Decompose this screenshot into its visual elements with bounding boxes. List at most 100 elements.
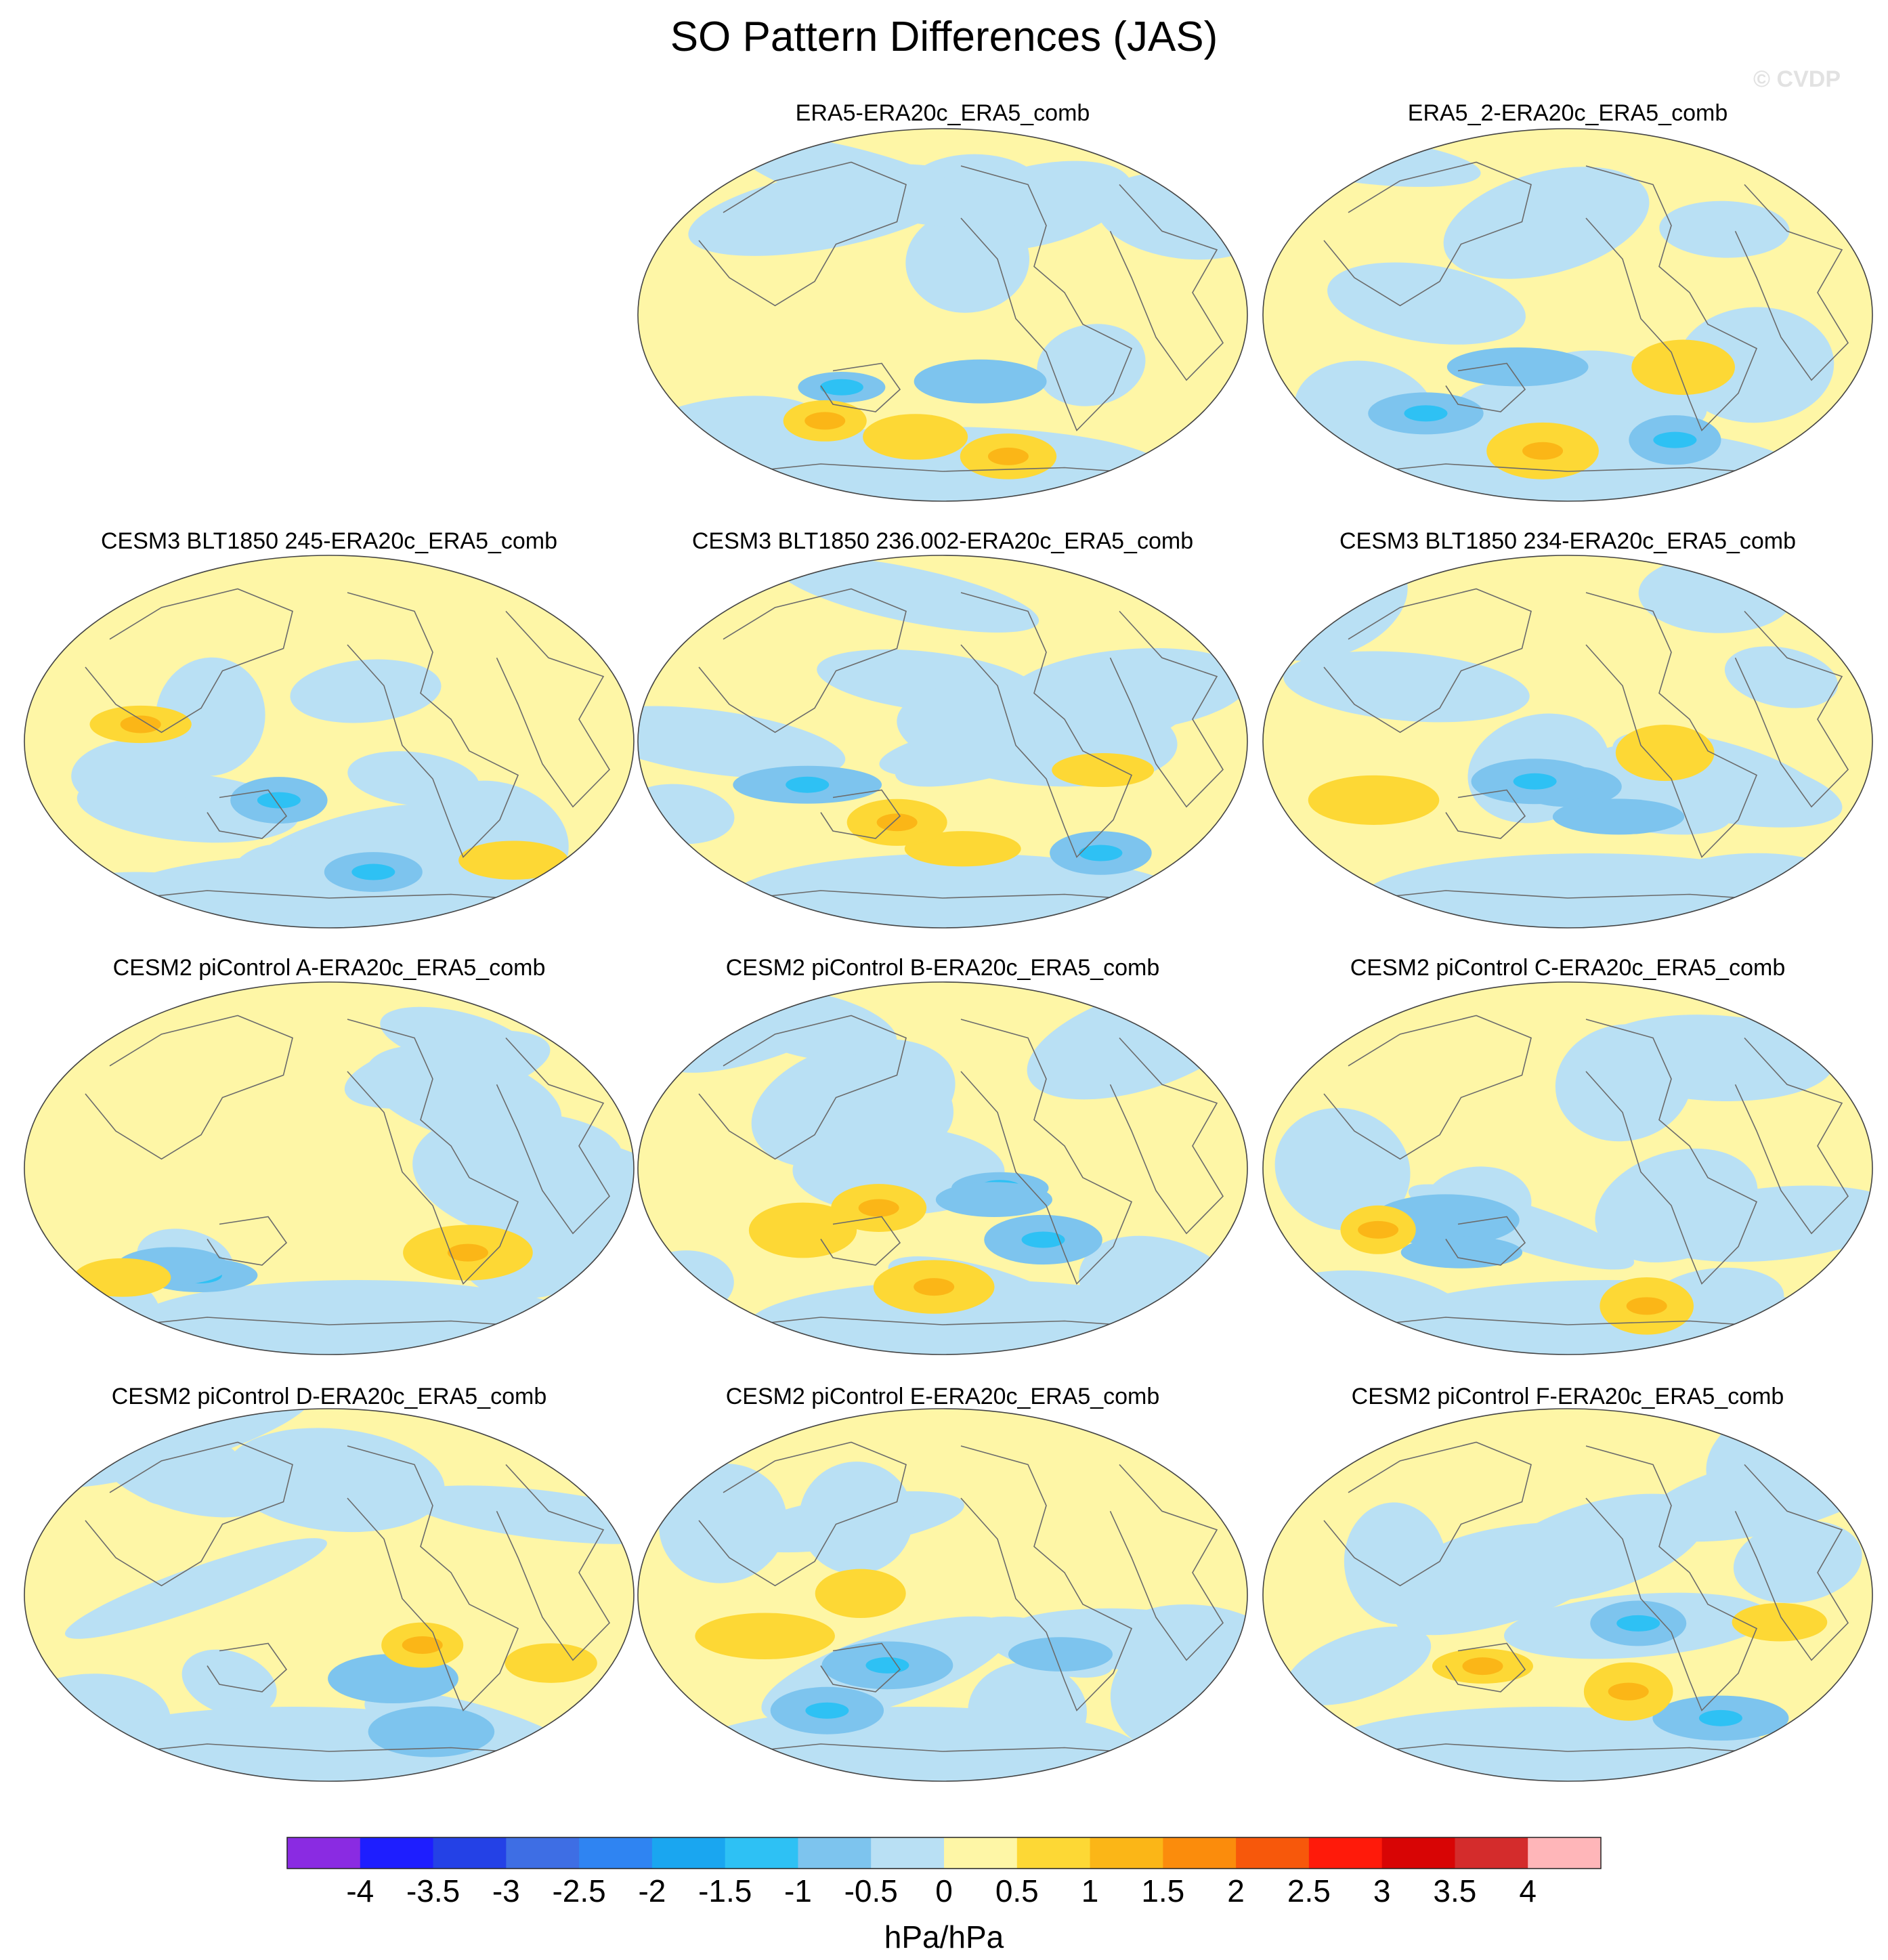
coastline [1109,610,1224,808]
colorbar-tick-label: 2.5 [1287,1873,1331,1909]
panel-title: ERA5-ERA20c_ERA5_comb [796,100,1090,126]
coastline [698,588,907,733]
colorbar-tick-label: -3.5 [406,1873,460,1909]
coastline [1109,184,1224,381]
map-outline [24,1408,635,1782]
colorbar-swatch [725,1837,799,1869]
colorbar-swatch [871,1837,945,1869]
contour-blob [1008,1637,1113,1671]
coastline [1109,1037,1224,1235]
contour-blob [402,1636,443,1654]
map-panel: CESM2 piControl A-ERA20c_ERA5_comb [24,955,635,1355]
contour-blob [819,379,863,396]
colorbar-swatch [579,1837,653,1869]
coastline [207,1642,288,1692]
coastline [1585,1019,1758,1285]
coastline [85,588,293,733]
coastline [347,592,519,858]
contour-blob [1552,798,1685,835]
colorbar: -4 -3.5 -3 -2.5 -2 -1.5 -1 -0.5 0 0.5 1 1.5 2 2.5 3 3.5… [286,1837,1602,1909]
coastline [85,1441,293,1587]
contour-field [1263,129,1872,501]
coastline [1339,890,1797,903]
contour-blob [935,1182,1053,1218]
colorbar-swatch [1163,1837,1237,1869]
coastline [1445,789,1526,839]
colorbar-tick-label: 0.5 [995,1873,1039,1909]
colorbar-tick-label: 2 [1227,1873,1245,1909]
contour-blob [1327,262,1526,345]
panel-title: CESM3 BLT1850 234-ERA20c_ERA5_comb [1339,528,1796,554]
colorbar-tick-label: 3.5 [1433,1873,1476,1909]
coastline [1734,1037,1849,1235]
contour-field [638,1409,1247,1781]
colorbar-tick-label: 0 [935,1873,953,1909]
coastline [347,1019,519,1285]
colorbar-swatch [651,1837,726,1869]
contour-blob [1052,752,1155,788]
colorbar-tick-label: -0.5 [844,1873,898,1909]
contour-blob [1400,1236,1523,1269]
contour-field [638,129,1247,501]
coastline [1339,463,1797,476]
map-outline [637,555,1248,929]
coastline [698,161,907,307]
contour-blob [1344,1502,1447,1624]
map-panel: CESM3 BLT1850 236.002-ERA20c_ERA5_comb [637,528,1248,929]
coastline [1323,588,1532,733]
contour-blob [347,751,479,807]
map-panels: ERA5-ERA20c_ERA5_comb ERA5_2-ERA20c_ERA5_… [24,100,1873,1782]
contour-blob [1358,1220,1399,1239]
panel-title: CESM2 piControl F-ERA20c_ERA5_comb [1352,1384,1784,1409]
contour-blob [120,715,161,733]
contour-blob [257,792,301,809]
contour-blob [458,840,569,880]
contour-blob [695,1613,835,1659]
coastline [820,362,901,412]
colorbar-tick-label: -2.5 [552,1873,605,1909]
panel-title: CESM2 piControl D-ERA20c_ERA5_comb [112,1384,546,1409]
coastline [1734,610,1849,808]
colorbar-swatch [1090,1837,1163,1869]
map-panel: CESM3 BLT1850 245-ERA20c_ERA5_comb [24,528,635,929]
contour-blob [799,1462,914,1575]
coastline [496,1464,611,1661]
contour-blob [1308,775,1440,825]
panel-title: CESM2 piControl A-ERA20c_ERA5_comb [113,955,546,981]
colorbar-swatch [433,1837,507,1869]
coastline [1445,1642,1526,1692]
contour-blob [1615,725,1715,782]
map-outline [637,1408,1248,1782]
coastline [1323,1441,1532,1587]
panel-title: CESM2 piControl B-ERA20c_ERA5_comb [726,955,1160,981]
contour-field [1263,555,1872,928]
map-panel: CESM2 piControl C-ERA20c_ERA5_comb [1262,955,1873,1355]
contour-blob [1733,1520,1862,1603]
coastline [698,1441,907,1587]
contour-blob [1462,1657,1503,1676]
coastline [85,1015,293,1160]
colorbar-swatch [1455,1837,1528,1869]
colorbar-swatch [360,1837,434,1869]
contour-blob [225,1428,445,1533]
contour-blob [1283,651,1530,723]
panel-title: CESM2 piControl C-ERA20c_ERA5_comb [1350,955,1785,981]
coastline [207,1216,288,1266]
contour-blob [447,1243,488,1262]
contour-blob [1404,405,1448,422]
map-outline [1262,555,1873,929]
colorbar-swatch [944,1837,1018,1869]
contour-blob [805,1702,849,1719]
coastline [698,1015,907,1160]
coastline [1339,1317,1797,1329]
coastline [1734,184,1849,381]
contour-field [1263,1409,1872,1781]
contour-blob [1037,324,1146,406]
colorbar-tick-label: 1.5 [1141,1873,1184,1909]
map-outline [1262,981,1873,1355]
contour-blob [815,1569,906,1619]
contour-blob [863,414,968,460]
coastline [714,1743,1172,1756]
coastline [820,1216,901,1266]
contour-blob [1555,1024,1692,1142]
